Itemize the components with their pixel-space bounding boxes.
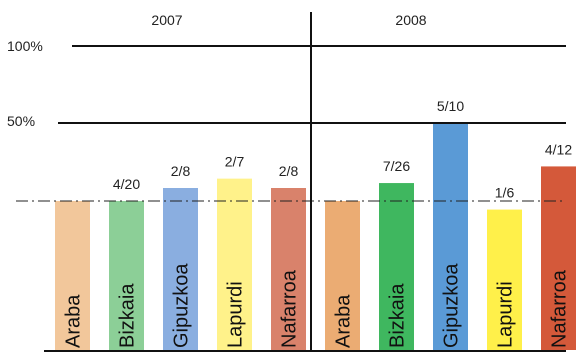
bar-value-label: 5/10 bbox=[437, 98, 464, 114]
bar-2007-araba bbox=[55, 201, 90, 350]
y-tick-label: 100% bbox=[7, 38, 43, 54]
bar-2008-nafarroa bbox=[541, 166, 576, 350]
bar-category-label: Lapurdi bbox=[495, 281, 517, 348]
bar-value-label: 1/6 bbox=[495, 185, 515, 201]
bar-category-label: Bizkaia bbox=[387, 283, 409, 348]
axes-layer bbox=[16, 12, 566, 352]
bars-layer bbox=[55, 123, 576, 350]
bar-2007-bizkaia bbox=[109, 201, 144, 350]
bar-2007-nafarroa bbox=[271, 188, 306, 350]
bar-category-label: Nafarroa bbox=[279, 269, 301, 348]
bar-2008-lapurdi bbox=[487, 209, 522, 350]
bar-category-label: Lapurdi bbox=[225, 281, 247, 348]
group-year-label: 2007 bbox=[151, 12, 182, 28]
bar-2007-lapurdi bbox=[217, 178, 252, 350]
bar-2008-gipuzkoa bbox=[433, 123, 468, 350]
bar-2007-gipuzkoa bbox=[163, 188, 198, 350]
bar-2008-araba bbox=[325, 201, 360, 350]
bar-category-label: Bizkaia bbox=[117, 283, 139, 348]
bar-category-label: Gipuzkoa bbox=[441, 263, 463, 348]
bar-value-label: 2/8 bbox=[171, 163, 191, 179]
group-year-label: 2008 bbox=[395, 12, 426, 28]
bar-category-label: Nafarroa bbox=[549, 269, 571, 348]
bar-category-label: Araba bbox=[333, 294, 355, 348]
bar-value-label: 4/20 bbox=[113, 176, 140, 192]
bar-category-label: Gipuzkoa bbox=[171, 263, 193, 348]
labels-layer: Araba Bizkaia 4/20 Gipuzkoa 2/8 Lapurdi 2/7 Naf… bbox=[7, 12, 572, 348]
bar-category-label: Araba bbox=[63, 294, 85, 348]
bar-value-label: 7/26 bbox=[383, 158, 410, 174]
bar-2008-bizkaia bbox=[379, 183, 414, 350]
bar-value-label: 2/7 bbox=[225, 154, 245, 170]
bar-value-label: 2/8 bbox=[279, 163, 299, 179]
bar-value-label: 4/12 bbox=[545, 141, 572, 157]
y-tick-label: 50% bbox=[7, 113, 35, 129]
